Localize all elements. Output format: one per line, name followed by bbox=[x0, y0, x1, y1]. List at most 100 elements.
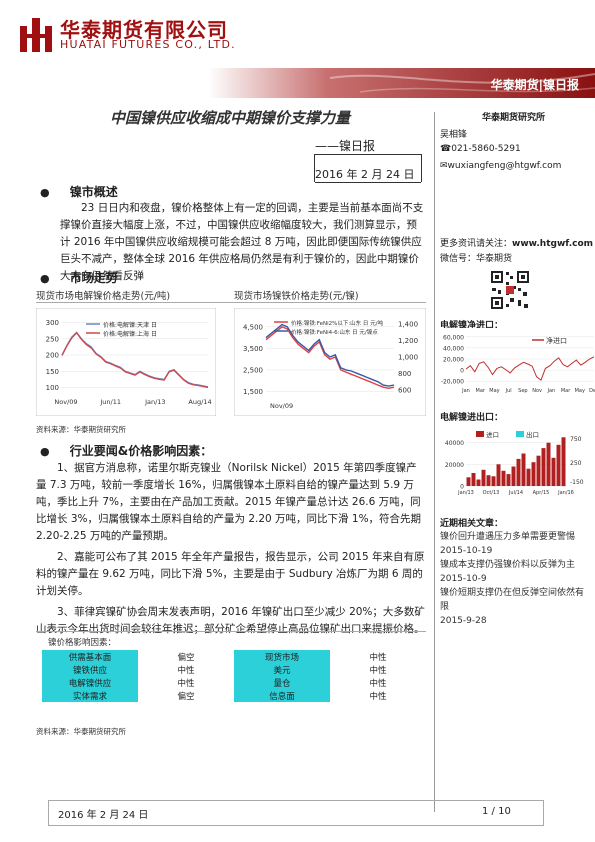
sidebar-divider bbox=[434, 112, 435, 812]
series-line bbox=[265, 323, 395, 387]
x-tick-label: Aug/14 bbox=[188, 398, 211, 406]
x-tick-label: Dec bbox=[589, 388, 595, 394]
y-right-tick-label: 600 bbox=[398, 386, 411, 394]
x-tick-label: Apr/15 bbox=[533, 490, 550, 496]
bar bbox=[561, 437, 566, 487]
y-tick-label: 150 bbox=[46, 368, 59, 376]
news-paragraph: 1、据官方消息称，诺里尔斯克镍业（Norilsk Nickel）2015 年第四… bbox=[36, 462, 422, 542]
report-date: 2016 年 2 月 24 日 bbox=[315, 168, 415, 181]
y-tick-label: 1,500 bbox=[243, 388, 263, 396]
more-info: 更多资讯请关注：www.htgwf.com bbox=[440, 239, 594, 249]
chart-background bbox=[436, 328, 595, 396]
x-tick-label: Sep bbox=[518, 388, 527, 394]
bar bbox=[521, 453, 526, 486]
x-tick-label: Nov bbox=[532, 388, 542, 394]
legend-label: 价格:电解镍:天津 日 bbox=[103, 321, 157, 329]
article-title[interactable]: 镍价回升遭遇压力多单需要更警惕 bbox=[440, 532, 576, 542]
table-cell: 信息面 bbox=[234, 689, 330, 702]
bar bbox=[511, 466, 516, 486]
qr-code-icon[interactable] bbox=[490, 270, 530, 310]
section-market-trend-heading: ● 市场走势 bbox=[40, 271, 118, 285]
table-cell: 中性 bbox=[330, 676, 426, 689]
recent-articles-title: 近期相关文章： bbox=[440, 519, 504, 529]
institute-name: 华泰期货研究所 bbox=[482, 113, 546, 123]
bar bbox=[486, 475, 491, 486]
analyst-phone: ☎021-5860-5291 bbox=[440, 144, 521, 154]
news-paragraph: 3、菲律宾镍矿协会周末发表声明，2016 年镍矿出口至少减少 20%；大多数矿山… bbox=[36, 606, 425, 635]
recent-articles-list: 镍价回升遭遇压力多单需要更警惕 2015-10-19 镍成本支撑仍强镍价料以反弹… bbox=[440, 530, 590, 628]
article-title[interactable]: 镍成本支撑仍强镍价料以反弹为主 bbox=[440, 560, 576, 570]
article-date: 2015-10-9 bbox=[440, 574, 487, 584]
table-cell: 中性 bbox=[138, 663, 234, 676]
footer-box bbox=[48, 800, 544, 826]
page-number: 1 / 10 bbox=[482, 806, 511, 817]
y-right-tick-label: -150 bbox=[570, 479, 584, 486]
impact-table-caption: 镍价格影响因素： bbox=[48, 638, 117, 648]
bar bbox=[496, 464, 501, 486]
table-row: 镍铁供应 中性 美元 中性 bbox=[42, 663, 426, 676]
table-caption-rule bbox=[36, 631, 426, 632]
bar bbox=[536, 455, 541, 486]
y-tick-label: 0 bbox=[460, 484, 464, 491]
y-right-tick-label: 1,400 bbox=[398, 321, 418, 329]
legend-label: 价格:镍铁:FeNi4-6:山东 日 元/镍点 bbox=[291, 328, 378, 336]
table-source-note: 资料来源：华泰期货研究所 bbox=[36, 727, 126, 736]
y-tick-label: 40000 bbox=[445, 440, 464, 447]
x-tick-label: Oct/13 bbox=[483, 490, 500, 496]
table-row: 供需基本面 偏空 现货市场 中性 bbox=[42, 650, 426, 663]
bar bbox=[551, 457, 556, 486]
bar bbox=[466, 477, 471, 486]
y-tick-label: 200 bbox=[46, 352, 59, 360]
article-date: 2015-9-28 bbox=[440, 616, 487, 626]
x-tick-label: Jun/11 bbox=[99, 398, 121, 406]
y-tick-label: 100 bbox=[46, 384, 59, 392]
legend-swatch bbox=[476, 431, 484, 437]
table-cell: 偏空 bbox=[138, 650, 234, 663]
bullet-icon: ● bbox=[40, 445, 50, 458]
chart2-caption: 现货市场镍铁价格走势(元/镍) bbox=[234, 291, 359, 302]
x-tick-label: May bbox=[575, 388, 585, 394]
table-row: 实体需求 偏空 信息面 中性 bbox=[42, 689, 426, 702]
report-banner-label: 华泰期货|镍日报 bbox=[490, 78, 579, 92]
y-tick-label: 3,500 bbox=[243, 345, 263, 353]
bar bbox=[541, 448, 546, 486]
y-tick-label: 60,000 bbox=[443, 334, 464, 341]
impact-table-wrapper: 供需基本面 偏空 现货市场 中性 镍铁供应 中性 美元 中性 电解镍供应 中性 … bbox=[42, 650, 428, 716]
y-tick-label: 2,500 bbox=[243, 366, 263, 374]
bullet-icon: ● bbox=[40, 272, 50, 285]
news-paragraph: 2、嘉能可公布了其 2015 年全年产量报告，报告显示，公司 2015 年来自有… bbox=[36, 551, 425, 597]
chart-caption-rule bbox=[36, 302, 426, 303]
legend-swatch bbox=[516, 431, 524, 437]
date-box-left bbox=[314, 154, 315, 182]
chart-frame bbox=[36, 308, 216, 416]
series-line bbox=[265, 325, 395, 390]
nickel-import-export-title: 电解镍进出口： bbox=[440, 413, 504, 423]
nickel-net-import-title: 电解镍净进口： bbox=[440, 321, 504, 331]
bar bbox=[531, 462, 536, 486]
wechat-info: 微信号：华泰期货 bbox=[440, 254, 513, 264]
y-tick-label: 40,000 bbox=[443, 345, 464, 352]
report-subtitle: ——镍日报 bbox=[315, 139, 376, 153]
y-right-tick-label: 1,200 bbox=[398, 337, 418, 345]
analyst-email[interactable]: ✉wuxiangfeng@htgwf.com bbox=[440, 161, 562, 171]
x-tick-label: Nov/09 bbox=[54, 398, 77, 406]
website-link[interactable]: www.htgwf.com bbox=[512, 239, 594, 249]
x-tick-label: Mar bbox=[476, 388, 486, 394]
market-overview-text: 23 日日内和夜盘，镍价格整体上有一定的回调，主要是当前基本面尚不支撑镍价直接大… bbox=[60, 202, 424, 282]
date-box-right bbox=[421, 154, 422, 182]
chart1-caption: 现货市场电解镍价格走势(元/吨) bbox=[36, 291, 171, 302]
legend-label: 净进口 bbox=[546, 336, 567, 345]
analyst-name: 吴相锋 bbox=[440, 130, 468, 140]
table-cell: 偏空 bbox=[138, 689, 234, 702]
x-tick-label: Jul bbox=[505, 388, 512, 394]
article-title[interactable]: 镍价短期支撑仍在但反弹空间依然有限 bbox=[440, 588, 585, 612]
bar bbox=[491, 476, 496, 487]
table-cell: 美元 bbox=[234, 663, 330, 676]
x-tick-label: Jan bbox=[546, 388, 555, 394]
x-tick-label: Jan/13 bbox=[144, 398, 165, 406]
y-tick-label: 300 bbox=[46, 319, 59, 327]
series-line bbox=[465, 356, 595, 381]
y-tick-label: 20,000 bbox=[443, 357, 464, 364]
article-date: 2015-10-19 bbox=[440, 546, 493, 556]
